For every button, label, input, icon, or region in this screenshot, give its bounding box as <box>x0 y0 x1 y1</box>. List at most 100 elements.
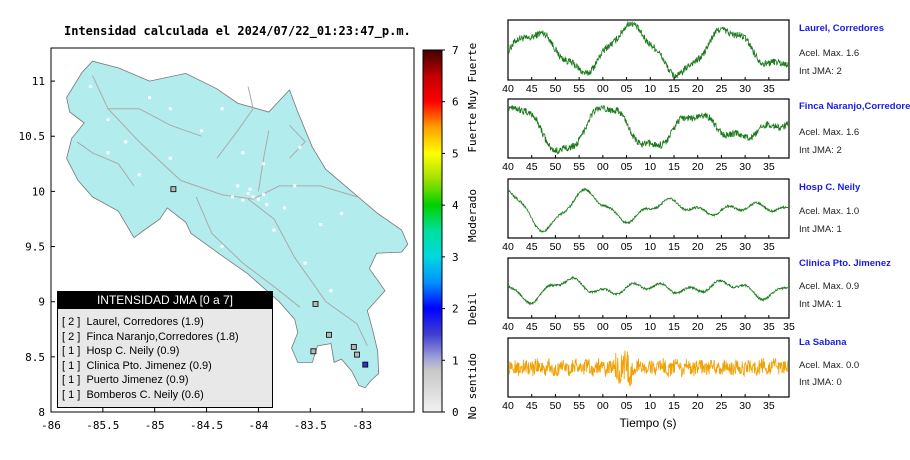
map-x-tick-label: -84.5 <box>190 419 223 432</box>
waveform-x-tick-label: 45 <box>526 321 538 333</box>
station-dot <box>265 203 269 207</box>
waveform-x-tick-label: 50 <box>550 83 562 95</box>
waveform-x-tick-label: 05 <box>621 83 633 95</box>
intensity-colorbar <box>422 49 443 413</box>
waveform-x-tick-label: 55 <box>573 161 585 173</box>
intensity-station-marker <box>354 351 360 358</box>
waveform-x-tick-label: 00 <box>597 241 609 253</box>
waveform-x-tick-label: 15 <box>668 400 680 412</box>
station-int: Int JMA: 0 <box>799 377 842 388</box>
map-x-tick-label: -85 <box>145 419 165 432</box>
station-acel: Acel. Max. 0.9 <box>799 281 860 292</box>
intensity-station-marker <box>350 343 357 350</box>
station-dot <box>251 195 255 199</box>
station-dot <box>106 151 110 155</box>
legend-row: [ 1 ] Hosp C. Neily (0.9) <box>62 345 180 357</box>
waveform-x-tick-label: 05 <box>621 161 633 173</box>
waveform-x-tick-label: 10 <box>644 400 656 412</box>
colorbar-category-label: Fuerte <box>466 113 479 153</box>
waveform-x-tick-label: 05 <box>621 321 633 333</box>
waveform-x-tick-label: 40 <box>502 161 514 173</box>
waveform-x-tick-label: 50 <box>550 321 562 333</box>
waveform-x-tick-label: 15 <box>668 83 680 95</box>
waveform-x-tick-label: 05 <box>621 400 633 412</box>
legend-row: [ 1 ] Bomberos C. Neily (0.6) <box>62 388 204 401</box>
station-dot <box>262 193 266 197</box>
waveform-x-tick-label: 30 <box>739 161 751 173</box>
road-line <box>92 75 358 200</box>
waveform-x-tick-label: 20 <box>692 400 704 412</box>
waveform-trace <box>508 20 789 79</box>
station-int: Int JMA: 1 <box>799 299 842 310</box>
waveform-x-tick-label: 35 <box>763 161 775 173</box>
station-dot <box>246 192 250 196</box>
waveform-x-tick-label: 35 <box>763 400 775 412</box>
waveform-x-tick-label: 45 <box>526 241 538 253</box>
station-name: La Sabana <box>799 337 847 348</box>
waveform-x-tick-label: 10 <box>644 241 656 253</box>
station-dot <box>168 156 172 160</box>
waveform-trace <box>508 350 789 387</box>
map-y-tick-label: 8.5 <box>25 351 45 364</box>
waveform-x-tick-label: 30 <box>739 400 751 412</box>
station-acel: Acel. Max. 1.0 <box>799 206 860 217</box>
station-dot <box>124 140 128 144</box>
colorbar-tick-label: 3 <box>452 251 459 264</box>
waveform-x-tick-label: 50 <box>550 400 562 412</box>
map-y-tick-label: 11 <box>32 75 45 88</box>
station-dot <box>88 85 92 89</box>
road-line <box>195 196 301 308</box>
intensity-legend: INTENSIDAD JMA [0 a 7] [ 2 ] Laurel, Cor… <box>57 291 273 408</box>
legend-row: [ 1 ] Puerto Jimenez (0.9) <box>62 374 189 386</box>
road-line <box>247 198 368 347</box>
colorbar-category-label: No sentido <box>466 353 479 419</box>
road-line <box>257 130 270 192</box>
waveform-x-tick-label: 20 <box>692 241 704 253</box>
waveform-x-tick-label: 50 <box>550 241 562 253</box>
waveform-x-tick-label: 35 <box>763 321 775 333</box>
waveform-panel <box>507 19 790 81</box>
waveform-x-tick-label: 35 <box>783 321 795 333</box>
map-y-tick-label: 9 <box>38 296 45 309</box>
map-x-tick-label: -84 <box>248 419 268 432</box>
waveform-x-tick-label: 15 <box>668 161 680 173</box>
colorbar-tick-label: 7 <box>452 44 459 57</box>
waveform-x-tick-label: 55 <box>573 241 585 253</box>
waveform-x-tick-label: 20 <box>692 321 704 333</box>
waveform-x-tick-label: 25 <box>716 241 728 253</box>
waveform-x-tick-label: 30 <box>739 83 751 95</box>
colorbar-category-label: Moderado <box>466 189 479 242</box>
waveform-x-tick-label: 55 <box>573 321 585 333</box>
waveform-x-tick-label: 10 <box>644 161 656 173</box>
intensity-station-marker <box>170 186 177 193</box>
station-int: Int JMA: 2 <box>799 145 842 156</box>
waveform-x-tick-label: 40 <box>502 241 514 253</box>
station-dot <box>256 197 260 201</box>
station-dot <box>168 107 172 111</box>
station-dot <box>148 96 151 100</box>
station-dot <box>106 118 110 122</box>
road-line <box>108 108 202 137</box>
station-name: Clinica Pto. Jimenez <box>799 258 891 269</box>
colorbar-category-label: Debil <box>466 292 479 325</box>
waveform-x-tick-label: 45 <box>526 83 538 95</box>
station-dot <box>236 184 240 188</box>
map-frame <box>50 47 415 413</box>
waveform-x-tick-label: 20 <box>692 161 704 173</box>
station-int: Int JMA: 2 <box>799 66 842 77</box>
map-y-tick-label: 10 <box>32 185 45 198</box>
waveform-x-tick-label: 40 <box>502 400 514 412</box>
station-dot <box>231 195 234 199</box>
waveform-x-tick-label: 45 <box>526 400 538 412</box>
legend-row: [ 2 ] Laurel, Corredores (1.9) <box>62 316 204 328</box>
station-acel: Acel. Max. 1.6 <box>799 127 860 138</box>
waveform-x-tick-label: 55 <box>573 83 585 95</box>
waveform-x-tick-label: 55 <box>573 400 585 412</box>
station-dot <box>303 261 307 265</box>
station-dot <box>220 245 224 248</box>
waveform-trace <box>508 187 789 234</box>
station-name: Hosp C. Neily <box>799 182 861 193</box>
station-dot <box>272 228 276 232</box>
waveform-x-tick-label: 35 <box>763 241 775 253</box>
